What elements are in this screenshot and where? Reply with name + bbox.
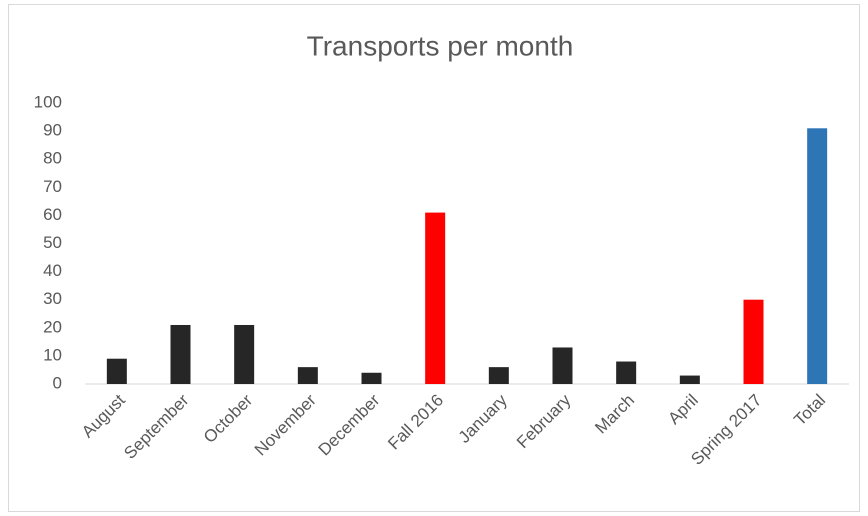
y-tick-label: 100: [34, 92, 62, 111]
y-tick-label: 70: [43, 177, 62, 196]
bar: [425, 212, 446, 384]
y-tick-label: 30: [43, 289, 62, 308]
y-tick-label: 60: [43, 205, 62, 224]
bar: [106, 358, 127, 384]
y-tick-label: 20: [43, 317, 62, 336]
y-tick-label: 80: [43, 149, 62, 168]
chart-title: Transports per month: [307, 30, 574, 61]
bar: [234, 324, 255, 384]
bar: [616, 361, 637, 384]
y-tick-label: 90: [43, 121, 62, 140]
bar: [170, 324, 191, 384]
y-tick-label: 40: [43, 261, 62, 280]
bar: [743, 299, 764, 384]
y-tick-label: 50: [43, 233, 62, 252]
bar: [361, 372, 382, 384]
bar: [807, 128, 828, 384]
bar: [552, 347, 573, 384]
bar: [297, 367, 318, 384]
bar: [679, 375, 700, 384]
y-tick-label: 10: [43, 345, 62, 364]
bar: [488, 367, 509, 384]
y-tick-label: 0: [53, 373, 62, 392]
